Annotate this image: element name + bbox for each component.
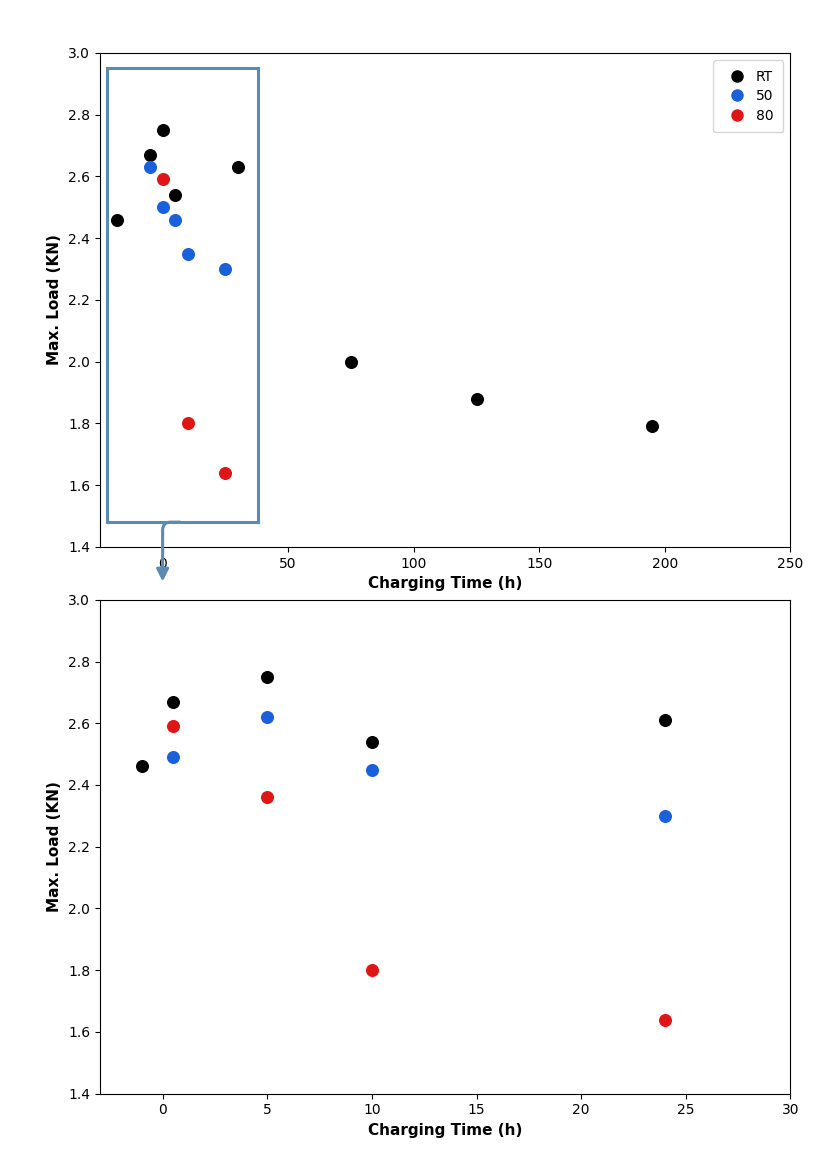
Point — [143, 158, 156, 176]
Point — [181, 245, 195, 263]
Point — [365, 733, 379, 751]
Point — [219, 260, 232, 279]
Point — [143, 146, 156, 165]
Legend: RT, 50, 80: RT, 50, 80 — [713, 60, 784, 133]
Point — [111, 211, 124, 229]
Y-axis label: Max. Load (KN): Max. Load (KN) — [47, 781, 62, 913]
X-axis label: Charging Time (h): Charging Time (h) — [368, 576, 522, 592]
Point — [365, 961, 379, 980]
Point — [156, 198, 169, 216]
Point — [169, 186, 182, 205]
Point — [166, 748, 180, 767]
Point — [344, 352, 358, 370]
Point — [156, 171, 169, 189]
Point — [156, 121, 169, 140]
Point — [260, 788, 274, 807]
Bar — [107, 68, 258, 522]
Point — [658, 1010, 671, 1029]
Point — [646, 417, 659, 436]
Point — [169, 211, 182, 229]
Point — [219, 463, 232, 482]
Point — [181, 414, 195, 433]
Point — [365, 760, 379, 779]
X-axis label: Charging Time (h): Charging Time (h) — [368, 1123, 522, 1138]
Point — [135, 757, 148, 776]
Point — [658, 807, 671, 826]
Point — [231, 158, 245, 176]
Point — [166, 717, 180, 736]
Point — [260, 708, 274, 727]
Point — [166, 693, 180, 711]
Point — [658, 710, 671, 729]
Point — [470, 389, 483, 408]
Y-axis label: Max. Load (KN): Max. Load (KN) — [47, 234, 62, 366]
Point — [260, 668, 274, 687]
